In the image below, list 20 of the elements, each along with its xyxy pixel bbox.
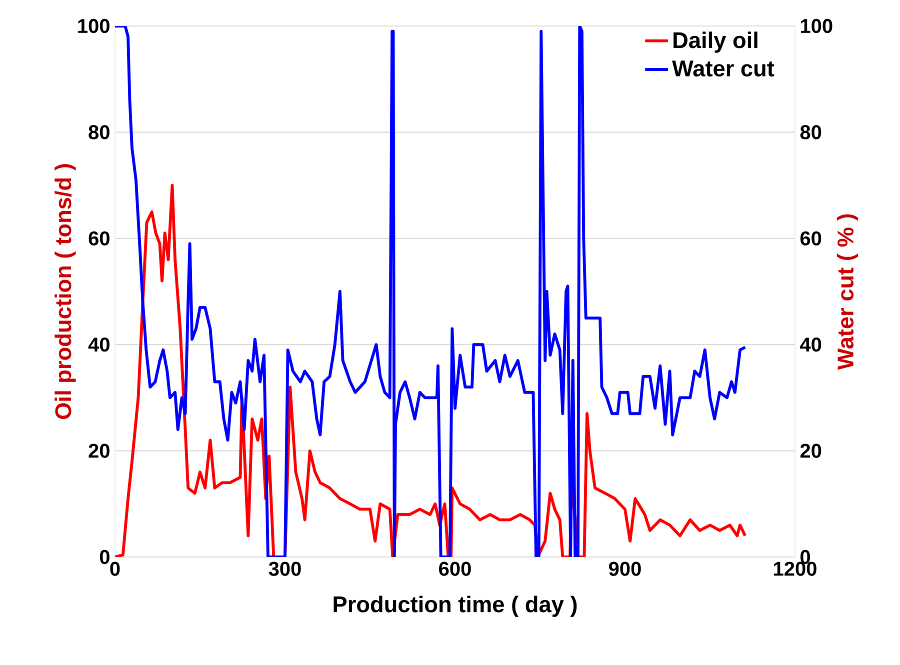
x-tick-label: 900 [609,562,641,576]
y-tick-label: 0 [100,550,110,564]
y-tick-label: 20 [88,444,110,458]
y-tick-label: 100 [78,18,110,34]
y-axis-title: Oil production ( tons/d ) [54,164,76,420]
y2-tick-label: 100 [800,18,832,34]
y2-tick-label: 60 [800,231,822,246]
x-tick-label: 600 [439,562,471,576]
y-tick-label: 60 [88,231,110,246]
y2-axis-title: Water cut ( % ) [836,214,858,370]
x-tick-label: 0 [110,562,120,576]
y2-tick-label: 40 [800,338,822,352]
y2-tick-label: 20 [800,444,822,458]
legend-label: Water cut [672,60,774,77]
x-tick-label: 300 [268,562,301,576]
y-tick-label: 40 [88,338,110,352]
legend-label: Daily oil [674,32,758,53]
y-tick-label: 80 [88,125,110,140]
y2-tick-label: 80 [800,125,822,140]
x-axis-title: Production time ( day ) [334,596,577,617]
